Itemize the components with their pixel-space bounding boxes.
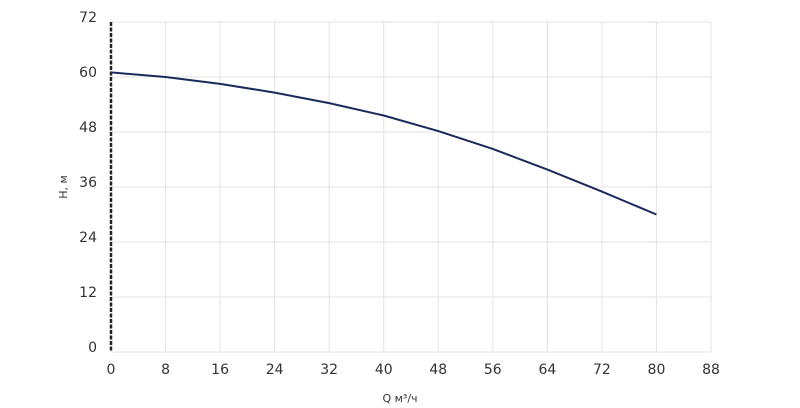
x-tick-label: 40 — [375, 362, 393, 378]
x-tick-label: 32 — [320, 362, 338, 378]
line — [110, 71, 657, 216]
x-tick-label: 48 — [429, 362, 447, 378]
x-tick-label: 8 — [161, 362, 170, 378]
y-axis-label: H, м — [57, 175, 70, 199]
x-tick-label: 24 — [266, 362, 284, 378]
y-tick-label: 0 — [88, 340, 97, 356]
y-tick-label: 60 — [79, 65, 97, 81]
x-tick-label: 0 — [107, 362, 116, 378]
y-tick-label: 48 — [79, 120, 97, 136]
x-axis-label: Q м³/ч — [382, 392, 417, 405]
x-tick-label: 56 — [484, 362, 502, 378]
y-tick-label: 24 — [79, 230, 97, 246]
x-tick-label: 80 — [648, 362, 666, 378]
x-tick-label: 64 — [538, 362, 556, 378]
y-tick-label: 72 — [79, 10, 97, 26]
x-tick-label: 88 — [702, 362, 720, 378]
x-tick-label: 16 — [211, 362, 229, 378]
y-tick-label: 12 — [79, 285, 97, 301]
y-tick-label: 36 — [79, 175, 97, 191]
x-tick-label: 72 — [593, 362, 611, 378]
